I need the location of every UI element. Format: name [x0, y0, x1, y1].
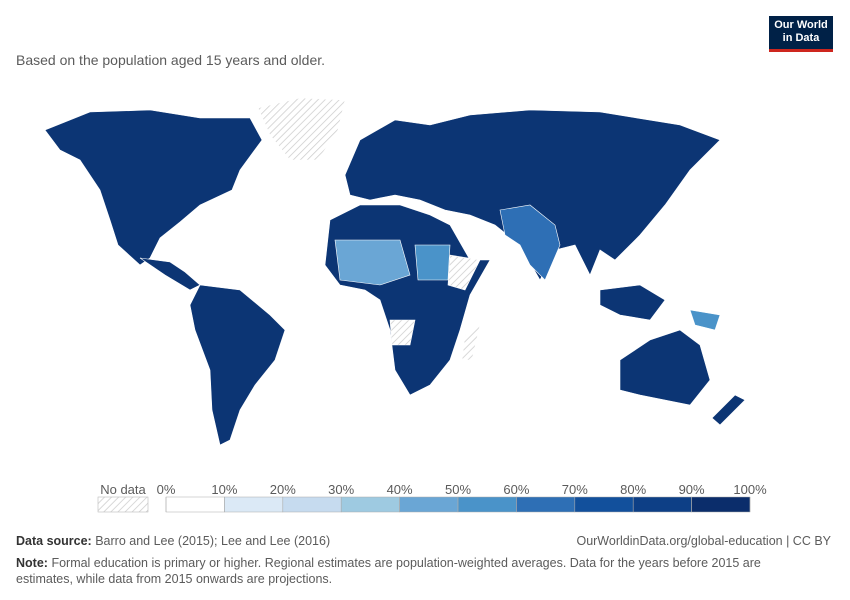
country[interactable] [324, 204, 491, 396]
country[interactable] [139, 257, 201, 291]
legend-tick-label: 100% [733, 482, 767, 497]
legend-bin [457, 496, 517, 513]
legend-bin [399, 496, 459, 513]
legend-tick-label: 0% [157, 482, 176, 497]
country[interactable] [599, 284, 666, 321]
logo-line: Our World [774, 19, 828, 31]
legend-bin [340, 496, 400, 513]
country[interactable] [499, 204, 561, 281]
source-label: Data source: [16, 534, 92, 548]
legend-bin [224, 496, 284, 513]
country[interactable] [414, 244, 451, 281]
country[interactable] [44, 109, 263, 266]
legend: No data 0% 10% 20% 30% 40% 50% 60% 70% 80% 90% 100… [97, 482, 767, 513]
country [257, 97, 346, 161]
country[interactable] [344, 109, 721, 281]
note: Note: Formal education is primary or hig… [16, 555, 796, 587]
legend-bin [632, 496, 692, 513]
legend-tick-label: 70% [562, 482, 588, 497]
country[interactable] [711, 394, 746, 426]
source-text: Barro and Lee (2015); Lee and Lee (2016) [95, 534, 331, 548]
legend-tick-label: 50% [445, 482, 471, 497]
countries [44, 97, 746, 446]
legend-tick-label: 30% [328, 482, 354, 497]
note-text: Formal education is primary or higher. R… [16, 556, 761, 586]
legend-bin [165, 496, 225, 513]
country [461, 324, 481, 361]
country[interactable] [334, 239, 411, 286]
logo[interactable]: Our World in Data [769, 16, 833, 52]
legend-bin [574, 496, 634, 513]
legend-bin [282, 496, 342, 513]
note-label: Note: [16, 556, 48, 570]
no-data-label: No data [100, 482, 146, 497]
logo-line: in Data [782, 32, 820, 44]
legend-tick-label: 80% [620, 482, 646, 497]
subtitle: Based on the population aged 15 years an… [16, 52, 326, 68]
country [447, 254, 481, 291]
url[interactable]: OurWorldinData.org/global-education | CC… [576, 534, 831, 548]
legend-tick-label: 20% [270, 482, 296, 497]
legend-bin [691, 496, 751, 513]
country[interactable] [689, 309, 721, 331]
country[interactable] [619, 329, 711, 406]
source: Data source: Barro and Lee (2015); Lee a… [16, 534, 330, 548]
country [389, 319, 416, 346]
legend-bin [516, 496, 576, 513]
legend-tick-label: 60% [503, 482, 529, 497]
no-data-swatch [97, 496, 149, 513]
legend-tick-label: 40% [387, 482, 413, 497]
legend-tick-label: 90% [679, 482, 705, 497]
country[interactable] [189, 284, 286, 446]
legend-tick-label: 10% [211, 482, 237, 497]
